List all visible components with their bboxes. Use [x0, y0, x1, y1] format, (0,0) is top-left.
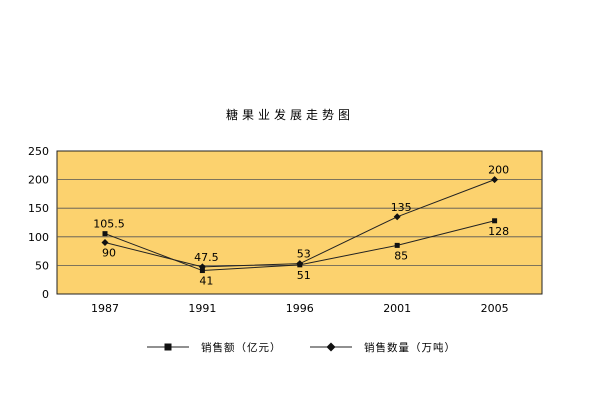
chart-title: 糖果业发展走势图: [226, 107, 354, 122]
legend-item: 销售数量（万吨）: [310, 341, 456, 354]
series-layer: 105.5 41 51 85 128 90 47.5 53 135 200: [93, 164, 509, 288]
data-label: 90: [102, 247, 116, 260]
legend-label: 销售额（亿元）: [201, 341, 282, 354]
data-label: 128: [488, 225, 509, 238]
legend-label: 销售数量（万吨）: [364, 341, 456, 354]
data-point-diamond: [101, 239, 109, 247]
y-tick-label: 0: [42, 288, 49, 301]
data-point-square: [102, 231, 108, 237]
data-point-diamond: [393, 213, 401, 221]
data-label: 51: [297, 269, 311, 282]
data-point-square: [394, 242, 400, 248]
data-point-diamond: [296, 260, 304, 268]
x-tick-label: 1987: [91, 302, 119, 315]
x-tick-label: 2001: [383, 302, 411, 315]
data-point-diamond: [326, 342, 336, 352]
data-label: 85: [394, 249, 408, 262]
data-point-square: [199, 268, 205, 274]
data-point-diamond: [198, 263, 206, 271]
data-label: 53: [297, 248, 311, 261]
data-label: 135: [391, 201, 412, 214]
y-tick-label: 50: [35, 259, 49, 272]
x-axis-ticks: 1987 1991 1996 2001 2005: [91, 302, 509, 315]
data-point-square: [492, 218, 498, 224]
y-axis-ticks: 0 50 100 150 200 250: [28, 145, 49, 301]
x-tick-label: 1991: [188, 302, 216, 315]
x-tick-label: 1996: [286, 302, 314, 315]
data-label: 105.5: [93, 218, 125, 231]
y-tick-label: 150: [28, 202, 49, 215]
y-tick-label: 100: [28, 231, 49, 244]
data-point-diamond: [491, 176, 499, 184]
data-point-square: [164, 343, 172, 351]
data-label: 200: [488, 164, 509, 177]
legend: 销售额（亿元） 销售数量（万吨）: [147, 341, 456, 354]
data-label: 41: [199, 275, 213, 288]
y-tick-label: 250: [28, 145, 49, 158]
data-label: 47.5: [194, 251, 219, 264]
legend-item: 销售额（亿元）: [147, 341, 282, 354]
series-diamond: 90 47.5 53 135 200: [101, 164, 509, 271]
x-tick-label: 2005: [481, 302, 509, 315]
plot-area: [56, 150, 543, 295]
y-tick-label: 200: [28, 174, 49, 187]
